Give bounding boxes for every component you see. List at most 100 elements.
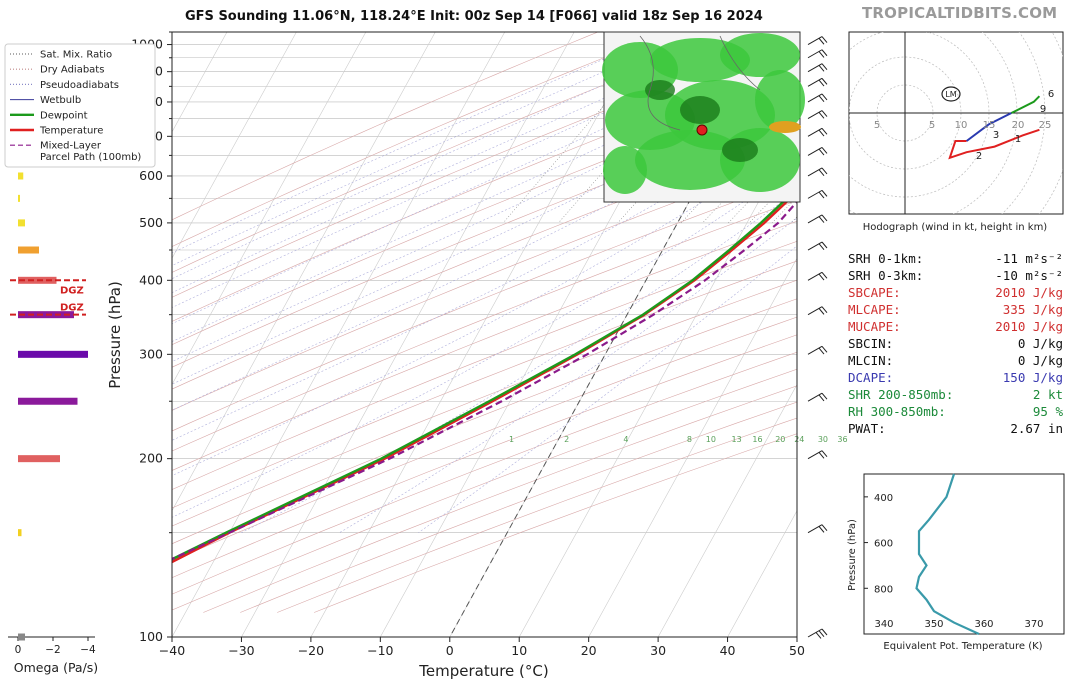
theta-e-x-tick-label: 350 (924, 619, 943, 630)
theta-e-y-tick-label: 600 (874, 539, 893, 550)
speed-ring-label: 15 (983, 120, 996, 131)
pseudoadiabat (172, 44, 776, 325)
omega-bar (18, 194, 20, 202)
theta-e-x-tick-label: 370 (1024, 619, 1043, 630)
series-temperature (172, 188, 797, 564)
wind-barb (807, 167, 828, 177)
wind-barb-flag (818, 51, 825, 58)
wind-barb-flag (818, 308, 825, 315)
legend-label: Dry Adiabats (40, 65, 104, 76)
omega-x-tick-label: −2 (45, 644, 60, 656)
dry-adiabat (172, 32, 669, 247)
wind-barb-flag (821, 628, 828, 636)
wind-barb (807, 524, 828, 534)
hodograph-caption: Hodograph (wind in kt, height in km) (863, 222, 1048, 233)
wind-barb (807, 146, 828, 156)
precip-area (635, 130, 745, 190)
isotherm (310, 32, 644, 637)
omega-bar (18, 633, 25, 641)
omega-bar (18, 397, 78, 405)
heavy-precip-area (680, 96, 720, 124)
wind-barb-staff (807, 93, 823, 103)
speed-ring-label: 5 (929, 120, 935, 131)
wind-barb (807, 77, 828, 87)
wind-barb (807, 271, 828, 281)
mixing-ratio-label: 8 (687, 435, 692, 444)
wind-barb (807, 36, 828, 45)
parameter-label: MUCAPE: (848, 319, 901, 334)
dry-adiabat (172, 298, 797, 545)
legend-label: Wetbulb (40, 95, 81, 106)
wind-barb-staff (807, 189, 823, 199)
pseudoadiabat (172, 141, 797, 477)
wind-barb (807, 392, 828, 402)
y-tick-label: 500 (139, 215, 163, 230)
dry-adiabat (172, 260, 797, 509)
mixing-ratio-line (503, 32, 668, 224)
parameter-row: SBCAPE: 2010 J/kg (848, 284, 1063, 301)
wind-barb-flag (821, 346, 828, 353)
parameter-value: 2.67 in (1010, 421, 1063, 436)
speed-ring-label: 20 (1012, 120, 1025, 131)
x-tick-label: 0 (446, 643, 454, 658)
precip-area (755, 70, 805, 130)
legend-label: Mixed-Layer (40, 141, 102, 152)
dry-adiabat (172, 110, 797, 368)
pseudoadiabat (172, 44, 748, 308)
wind-barb-staff (807, 77, 823, 87)
dgz-label: DGZ (60, 303, 84, 314)
isotherm (172, 32, 436, 512)
wind-barb-staff (807, 110, 823, 120)
dry-adiabat (172, 351, 797, 595)
mixing-ratio-label: 13 (732, 435, 742, 444)
parameter-row: SRH 0-1km: -11 m²s⁻² (848, 250, 1063, 267)
wind-barb-flag (818, 347, 825, 355)
wind-barb-flag (818, 526, 825, 533)
x-tick-label: 20 (581, 643, 597, 658)
wind-barb-flag (818, 95, 825, 102)
dry-adiabat (172, 241, 797, 490)
wind-barb (807, 49, 828, 59)
wind-barb-flag (821, 147, 828, 154)
speed-ring-label: 25 (1039, 120, 1052, 131)
mixing-ratio-label: 2 (564, 435, 569, 444)
wind-barb (807, 306, 828, 316)
radar-inset-map (602, 31, 805, 203)
wind-barb-flag (821, 167, 828, 175)
parameter-value: 0 J/kg (1017, 336, 1063, 351)
height-label: 6 (1048, 89, 1054, 100)
height-label: 9 (1040, 104, 1046, 115)
mixing-ratio-label: 4 (623, 435, 628, 444)
pseudoadiabat (172, 44, 665, 266)
hodograph-trace-6-9km (1010, 95, 1041, 114)
parameter-value: -11 m²s⁻² (995, 251, 1063, 266)
theta-e-x-axis-label: Equivalent Pot. Temperature (K) (883, 641, 1042, 652)
precip-area (720, 33, 800, 77)
hodograph-frame (848, 31, 1064, 215)
theta-e-y-axis-label: Pressure (hPa) (847, 519, 858, 591)
wind-barb-staff (807, 214, 823, 224)
wind-barb-staff (807, 241, 823, 251)
wind-barb-flag (818, 452, 825, 459)
parameter-label: SRH 0-1km: (848, 251, 924, 266)
wind-barb-staff (807, 271, 823, 281)
heavy-precip-area (645, 80, 675, 100)
parameter-row: SHR 200-850mb: 2 kt (848, 386, 1063, 403)
parameter-row: MLCIN: 0 J/kg (848, 352, 1063, 369)
parameter-value: 150 J/kg (1002, 370, 1063, 385)
theta-e-y-tick-label: 400 (874, 493, 893, 504)
wind-barb-flag (818, 65, 825, 72)
parameter-label: PWAT: (848, 421, 886, 436)
wind-barb-flag (821, 110, 828, 117)
dry-adiabat (172, 279, 797, 527)
parameter-row: PWAT: 2.67 in (848, 420, 1063, 437)
dry-adiabat (172, 368, 797, 611)
brand-watermark: TROPICALTIDBITS.COM (862, 4, 1058, 22)
x-tick-label: −20 (298, 643, 324, 658)
wind-barb (807, 110, 828, 120)
wind-barb-staff (807, 127, 823, 137)
wind-barb-staff (807, 392, 823, 402)
hodograph-trace-0-3km (948, 128, 1040, 160)
legend-label: Parcel Path (100mb) (40, 152, 141, 163)
